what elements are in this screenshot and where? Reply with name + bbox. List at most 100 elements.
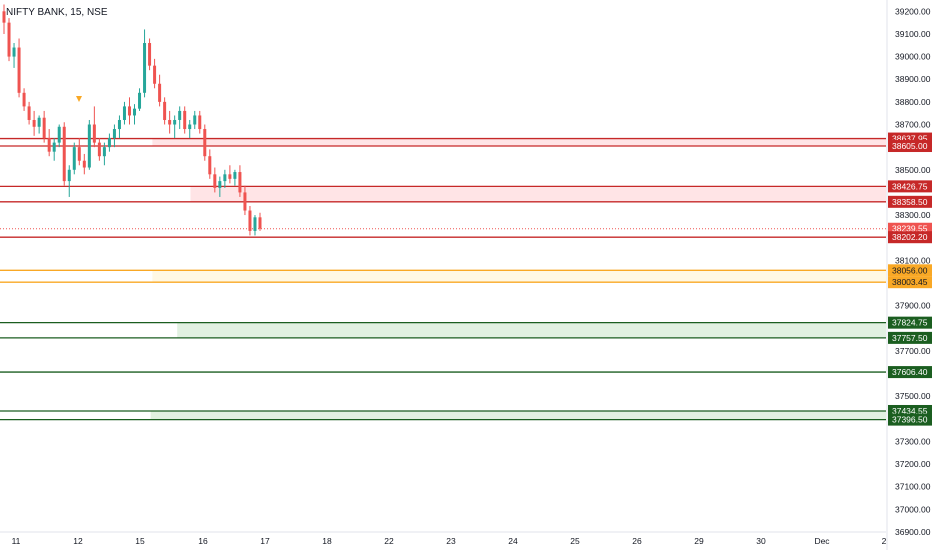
- candle-body: [253, 217, 257, 231]
- event-marker-icon: [76, 96, 82, 102]
- time-tick-label: 26: [632, 536, 642, 546]
- price-tick-label: 37000.00: [895, 504, 931, 514]
- candle-body: [188, 124, 192, 130]
- time-tick-label: 25: [570, 536, 580, 546]
- price-tag-pivot: [888, 276, 932, 289]
- price-tag-pivot: [888, 264, 932, 277]
- price-tag-label: 37434.55: [892, 406, 928, 416]
- candle-body: [243, 192, 247, 211]
- zone-fill-pivot: [152, 270, 887, 283]
- price-tick-label: 37500.00: [895, 391, 931, 401]
- time-tick-label: 24: [508, 536, 518, 546]
- zone-fill-resistance: [152, 138, 887, 147]
- time-tick-label: 15: [135, 536, 145, 546]
- candle-body: [228, 174, 232, 179]
- time-tick-label: 18: [322, 536, 332, 546]
- price-tick-label: 38800.00: [895, 97, 931, 107]
- candle-body: [203, 129, 207, 157]
- price-tag-label: 38202.20: [892, 232, 928, 242]
- candle-body: [92, 124, 96, 143]
- candle-body: [248, 210, 252, 231]
- price-tick-label: 37100.00: [895, 482, 931, 492]
- price-tag-support: [888, 316, 932, 329]
- price-tag-resistance: [888, 180, 932, 193]
- time-tick-label: 2: [882, 536, 887, 546]
- candle-body: [148, 43, 152, 66]
- candle-body: [62, 126, 66, 182]
- time-tick-label: 17: [260, 536, 270, 546]
- price-tag-label: 38239.55: [892, 224, 928, 234]
- candle-body: [117, 119, 121, 130]
- candle-body: [158, 83, 162, 102]
- candle-body: [122, 106, 126, 120]
- time-tick-label: 22: [384, 536, 394, 546]
- price-tick-label: 37200.00: [895, 459, 931, 469]
- candle-body: [22, 92, 26, 107]
- price-tick-label: 39000.00: [895, 52, 931, 62]
- price-tag-label: 37606.40: [892, 367, 928, 377]
- candle-body: [193, 115, 197, 125]
- candle-body: [67, 169, 71, 182]
- candle-body: [102, 147, 106, 157]
- price-axis[interactable]: 39200.00 39100.00 39000.00 38900.00 38800.00…: [886, 0, 931, 550]
- price-tag-support: [888, 366, 932, 379]
- candle-body: [112, 129, 116, 139]
- price-tick-label: 37700.00: [895, 346, 931, 356]
- zone-fill-support: [150, 410, 886, 420]
- candle-body: [7, 22, 11, 57]
- candle-body: [258, 217, 262, 229]
- candle-body: [198, 115, 202, 130]
- time-tick-label: 30: [756, 536, 766, 546]
- price-tick-label: 39100.00: [895, 29, 931, 39]
- candle-body: [87, 124, 91, 168]
- price-tag-label: 37757.50: [892, 333, 928, 343]
- candle-body: [223, 174, 227, 182]
- candle-body: [27, 106, 31, 120]
- price-tick-label: 38900.00: [895, 74, 931, 84]
- symbol-title[interactable]: NIFTY BANK, 15, NSE: [6, 7, 108, 18]
- price-tag-label: 37396.50: [892, 415, 928, 425]
- time-tick-label: Dec: [814, 536, 830, 546]
- time-tick-label: 16: [198, 536, 208, 546]
- price-tag-label: 37824.75: [892, 318, 928, 328]
- price-tag-label: 38003.45: [892, 277, 928, 287]
- candle-body: [138, 92, 142, 109]
- time-axis[interactable]: 11 12 15 16 17 18 22 23 24 25 26 29 30 Dec 2: [0, 531, 887, 546]
- time-tick-label: 12: [73, 536, 83, 546]
- candle-body: [218, 181, 222, 188]
- candle-body: [173, 119, 177, 125]
- price-tag-support: [888, 331, 932, 344]
- time-tick-label: 11: [12, 536, 21, 546]
- zones-layer: [0, 137, 887, 421]
- candle-body: [72, 147, 76, 170]
- candle-body: [178, 110, 182, 120]
- candle-body: [17, 47, 21, 93]
- price-tick-label: 37300.00: [895, 436, 931, 446]
- candles-layer: [2, 4, 262, 236]
- candle-body: [153, 65, 157, 84]
- zone-fill-support: [177, 322, 886, 338]
- price-tick-label: 38500.00: [895, 165, 931, 175]
- price-tag-resistance: [888, 231, 932, 244]
- price-tick-label: 39200.00: [895, 6, 931, 16]
- price-tick-label: 38700.00: [895, 120, 931, 130]
- price-tag-label: 38605.00: [892, 141, 928, 151]
- candle-body: [57, 126, 61, 143]
- price-tag-resistance: [888, 195, 932, 208]
- candle-body: [2, 11, 6, 23]
- price-tag-support: [888, 413, 932, 426]
- price-tag-label: 38358.50: [892, 197, 928, 207]
- candle-body: [107, 138, 111, 148]
- zone-fill-resistance: [190, 186, 887, 202]
- candle-body: [168, 119, 172, 125]
- price-tick-label: 37900.00: [895, 301, 931, 311]
- candle-body: [183, 110, 187, 130]
- candle-body: [233, 172, 237, 179]
- price-tag-label: 38637.95: [892, 134, 928, 144]
- candle-body: [238, 172, 242, 193]
- candle-body: [97, 142, 101, 157]
- price-tag-label: 38426.75: [892, 181, 928, 191]
- price-tick-label: 38300.00: [895, 210, 931, 220]
